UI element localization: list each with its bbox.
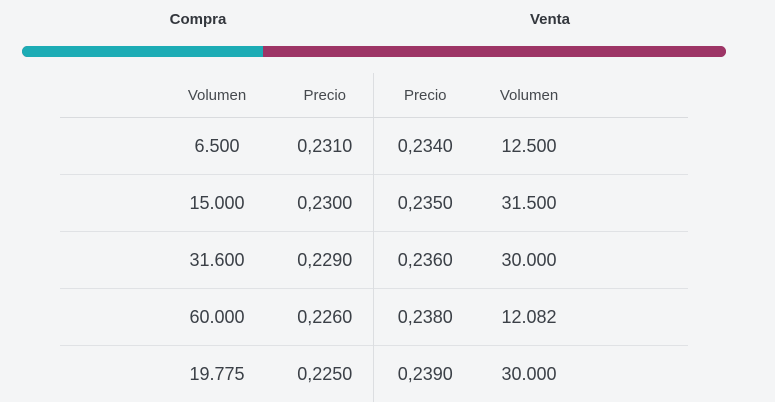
venta-volumen-cell: 12.500 [501,135,557,156]
compra-volumen-header: Volumen [157,73,277,118]
spacer-cell [60,174,157,232]
table-row: 6.500 0,2310 0,2340 12.500 [60,117,688,175]
table-row: 60.000 0,2260 0,2380 12.082 [60,288,688,346]
spacer-cell [60,118,157,175]
venta-volumen-cell: 12.082 [477,288,581,346]
spacer-cell [581,118,688,175]
compra-precio-cell: 0,2310 [297,135,353,156]
venta-precio-cell: 0,2350 [372,174,477,232]
compra-precio-cell: 0,2260 [277,288,373,346]
venta-precio-cell: 0,2340 [372,117,477,175]
compra-volumen-cell: 19.775 [157,345,277,402]
venta-precio-header: Precio [372,73,477,118]
depth-bar-compra-segment [22,46,263,57]
compra-precio-cell: 0,2300 [277,174,373,232]
compra-volumen-cell: 60.000 [157,288,277,346]
table-row: 31.600 0,2290 0,2360 30.000 [60,231,688,289]
spacer-cell [581,73,688,118]
spacer-cell [581,345,688,402]
venta-precio-cell: 0,2390 [372,345,477,402]
spacer-cell [60,288,157,346]
compra-volumen-cell: 31.600 [157,231,277,289]
venta-volumen-cell: 30.000 [477,231,581,289]
spacer-cell [581,231,688,289]
order-book-table: Volumen Precio Precio Volumen 6.500 0,23… [60,73,688,402]
venta-precio-cell: 0,2380 [372,288,477,346]
spacer-cell [581,288,688,346]
table-row: 15.000 0,2300 0,2350 31.500 [60,174,688,232]
venta-volumen-cell: 30.000 [477,345,581,402]
spacer-cell [60,231,157,289]
header-row: Volumen Precio Precio Volumen [60,73,688,118]
venta-section-label: Venta [529,11,571,28]
venta-volumen-header: Volumen [477,73,581,118]
spacer-cell [60,73,157,118]
compra-volumen-cell: 15.000 [157,174,277,232]
compra-volumen-cell: 6.500 [194,135,240,156]
compra-section-label: Compra [169,11,227,28]
section-labels: Compra Venta [22,10,726,30]
compra-precio-cell: 0,2290 [277,231,373,289]
spacer-cell [581,174,688,232]
table-row: 19.775 0,2250 0,2390 30.000 [60,345,688,402]
compra-precio-cell: 0,2250 [277,345,373,402]
venta-precio-cell: 0,2360 [372,231,477,289]
spacer-cell [60,345,157,402]
depth-bar [22,46,726,57]
compra-precio-header: Precio [277,73,373,118]
depth-bar-venta-segment [262,46,726,57]
venta-volumen-cell: 31.500 [477,174,581,232]
